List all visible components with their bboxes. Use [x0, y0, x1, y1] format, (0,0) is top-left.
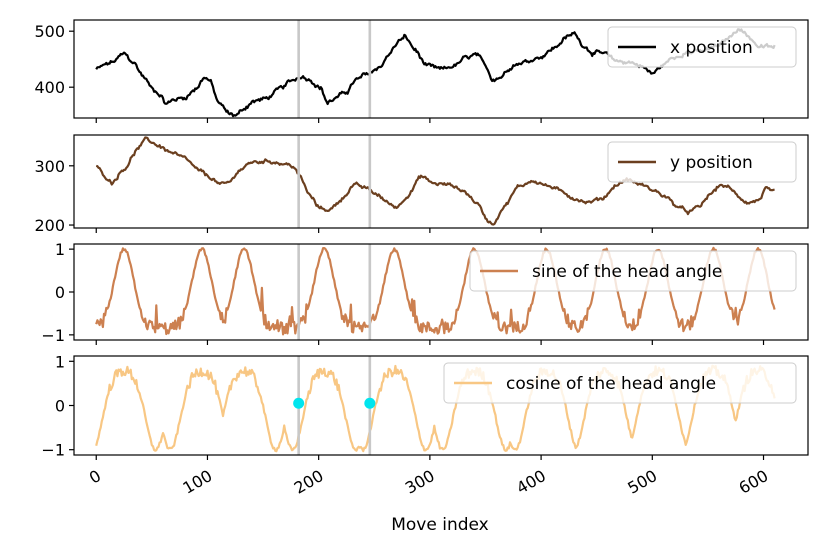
- ytick-label-x-0: 400: [34, 78, 65, 97]
- ytick-label-x-1: 500: [34, 22, 65, 41]
- ytick-label-cos-0: −1: [41, 441, 65, 460]
- subplot-x: 400 500 x position: [34, 19, 809, 123]
- ytick-label-cos-1: 0: [55, 397, 65, 416]
- xtick-label-2: 200: [291, 466, 327, 498]
- marker-point-1: [364, 397, 376, 409]
- xtick-label-4: 400: [513, 466, 549, 498]
- ytick-label-sin-2: 1: [55, 240, 65, 259]
- x-axis-label: Move index: [391, 515, 489, 535]
- axes-frame-x: [73, 19, 809, 119]
- legend-box-sin: [469, 250, 797, 292]
- ytick-label-sin-1: 0: [55, 283, 65, 302]
- xtick-label-3: 300: [402, 466, 438, 498]
- xtick-label-1: 100: [180, 466, 216, 498]
- ytick-label-y-1: 300: [34, 157, 65, 176]
- legend-label-sin: sine of the head angle: [532, 262, 722, 282]
- series-line-y: [95, 136, 775, 226]
- ytick-label-cos-2: 1: [55, 352, 65, 371]
- legend-label-cos: cosine of the head angle: [506, 374, 716, 394]
- legend-label-y: y position: [670, 153, 753, 173]
- xtick-label-5: 500: [624, 466, 660, 498]
- legend-box-y: [607, 141, 797, 183]
- ytick-label-sin-0: −1: [41, 326, 65, 345]
- legend-box-x: [607, 26, 797, 68]
- axes-frame-y: [73, 134, 809, 229]
- legend-box-cos: [443, 362, 797, 404]
- legend-label-x: x position: [670, 38, 753, 58]
- xtick-label-6: 600: [736, 466, 772, 498]
- marker-point-0: [293, 397, 305, 409]
- xtick-label-0: 0: [86, 466, 104, 488]
- subplot-sin: −1 0 1 sine of the head angle: [41, 240, 809, 345]
- ytick-label-y-0: 200: [34, 216, 65, 235]
- subplot-y: 200 300 y position: [34, 134, 809, 235]
- subplot-cos: −1 0 1 cosine of the head angle: [41, 352, 809, 460]
